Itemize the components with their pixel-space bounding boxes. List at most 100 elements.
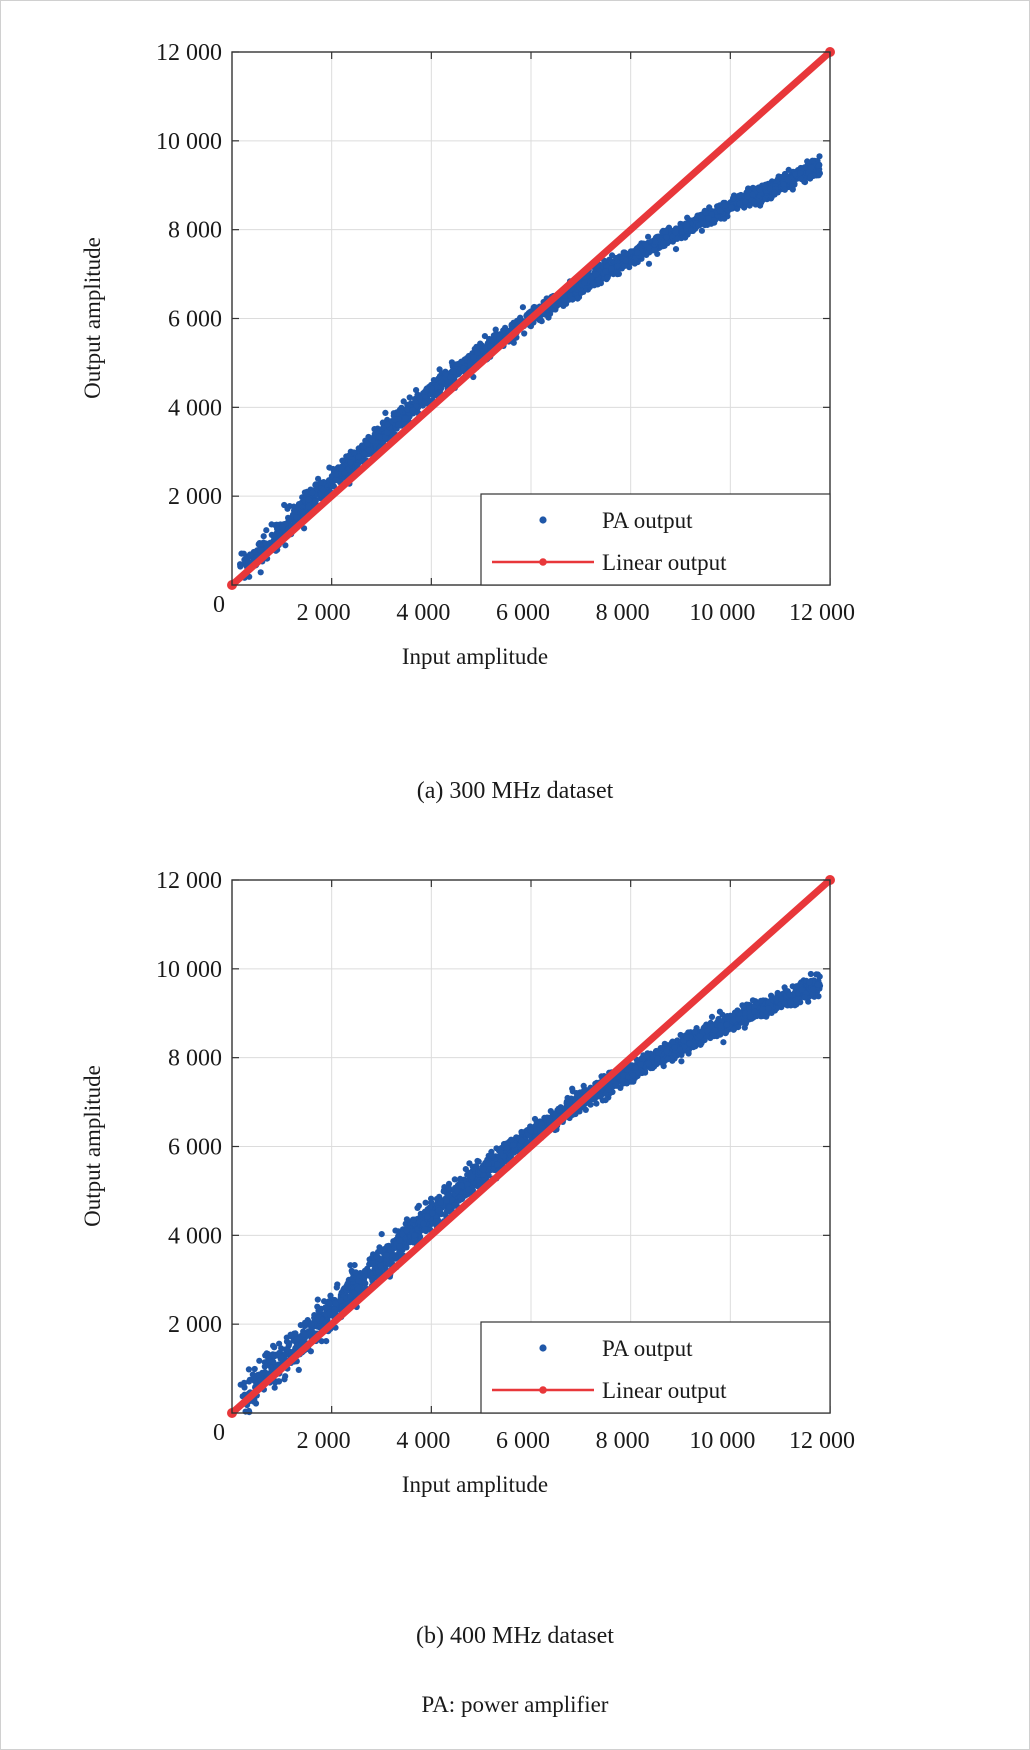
pa-output-point [371,426,378,433]
pa-output-point [757,997,765,1004]
pa-output-point [450,368,457,375]
pa-output-point [270,1342,277,1349]
pa-output-point [695,222,702,229]
pa-output-point [416,395,423,402]
pa-output-point [660,240,667,247]
pa-output-point [708,1013,716,1020]
pa-output-point [574,295,581,302]
pa-output-point [669,233,676,240]
pa-output-point [295,1366,302,1373]
pa-output-point [792,171,799,178]
pa-output-point [481,333,488,340]
pa-output-point [785,166,792,173]
pa-output-point [781,999,788,1006]
pa-output-point [518,1128,525,1136]
pa-output-point [746,202,753,209]
legend-marker-linear-output [539,558,547,566]
pa-output-point [771,189,778,196]
pa-output-point [602,268,609,275]
pa-output-point [464,1181,471,1188]
pa-output-point [591,282,598,289]
y-tick-label: 12 000 [156,40,222,66]
pa-output-point [719,1011,726,1018]
pa-output-point [580,1082,587,1089]
pa-output-point [458,358,465,365]
pa-output-point [291,508,298,515]
pa-output-point [604,274,611,281]
pa-output-point [389,1252,396,1259]
pa-output-point [740,1004,747,1011]
pa-output-point [730,195,737,202]
y-axis-label: Output amplitude [80,237,105,399]
pa-output-point [807,173,814,180]
pa-output-point [784,176,792,183]
pa-output-point [608,265,615,272]
pa-output-point [299,508,306,516]
pa-output-point [428,385,435,392]
pa-output-point [767,185,774,192]
pa-output-point [305,503,312,510]
pa-output-point [446,1204,453,1211]
pa-output-point [409,407,416,414]
pa-output-point [626,264,633,271]
pa-output-point [317,479,324,486]
pa-output-point [762,183,769,191]
pa-output-point [247,551,254,558]
pa-output-point [487,342,494,350]
pa-output-point [720,215,727,222]
pa-output-point [237,561,244,568]
pa-output-point [651,246,658,253]
pa-output-point [305,496,312,503]
pa-output-point [470,354,477,361]
origin-label: 0 [213,592,225,618]
pa-output-point [763,1013,770,1020]
pa-output-point [268,521,275,528]
x-tick-label: 8 000 [596,600,650,626]
pa-output-point [451,1202,458,1209]
pa-output-point [721,202,729,209]
pa-output-point [293,514,300,521]
pa-output-point [451,1176,458,1183]
legend-box [480,493,831,586]
pa-output-point [301,489,308,496]
pa-output-point [312,498,319,505]
pa-output-point [808,164,815,171]
pa-output-point [474,1157,481,1165]
pa-output-point [735,192,742,199]
pa-output-point [285,517,292,524]
pa-output-point [688,227,695,234]
pa-output-point [256,1357,263,1364]
pa-output-point [736,200,743,207]
x-tick-label: 10 000 [689,600,755,626]
pa-output-point [573,1090,580,1097]
pa-output-point [728,204,735,211]
pa-output-point [396,1248,403,1255]
pa-output-point [347,459,354,466]
pa-output-point [489,1166,496,1173]
pa-output-point [373,1253,380,1260]
pa-output-point [621,263,628,270]
pa-output-point [442,371,449,378]
pa-output-point [263,1350,270,1357]
pa-output-point [384,421,391,428]
pa-output-point [705,215,712,222]
pa-output-point [596,279,603,286]
pa-output-point [807,970,815,978]
pa-output-point [355,453,362,460]
pa-output-point [447,374,454,381]
caption-a: (a) 300 MHz dataset [416,778,614,804]
pa-output-point [326,1300,334,1307]
pa-output-point [742,198,749,205]
pa-output-point [582,1106,589,1113]
pa-output-point [271,1384,278,1391]
pa-output-point [569,1085,576,1092]
pa-output-point [263,527,270,534]
pa-output-point [547,1108,554,1115]
pa-output-point [276,1340,283,1347]
pa-output-point [284,505,291,512]
pa-output-point [581,279,588,286]
pa-output-point [350,449,357,456]
pa-output-point [276,530,283,537]
legend-marker-pa-output [539,516,547,524]
pa-output-point [751,198,758,206]
